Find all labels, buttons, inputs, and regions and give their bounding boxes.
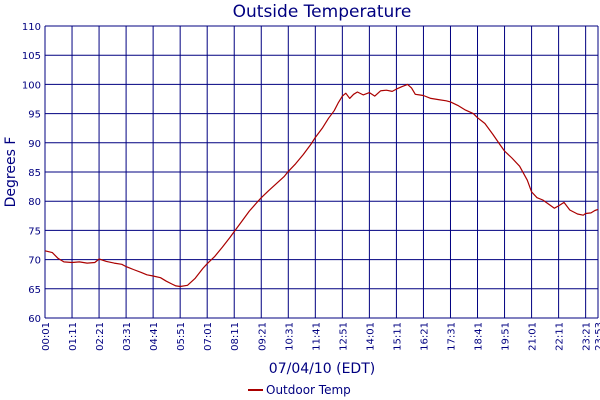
legend-label: Outdoor Temp	[266, 383, 351, 397]
x-tick-label: 14:01	[365, 322, 376, 351]
series-line-outdoor-temp	[44, 83, 599, 288]
x-tick-label: 10:31	[284, 322, 295, 351]
y-tick-label: 80	[28, 197, 41, 208]
x-tick-label: 00:01	[41, 322, 52, 351]
x-tick-label: 16:21	[419, 322, 430, 351]
x-tick-label: 19:51	[501, 322, 512, 351]
x-tick-label: 23:53	[594, 322, 600, 351]
x-tick-label: 03:31	[122, 322, 133, 351]
x-tick-label: 15:11	[392, 322, 403, 351]
y-tick-label: 105	[22, 51, 41, 62]
y-tick-label: 90	[28, 139, 41, 150]
x-tick-label: 02:21	[95, 322, 106, 351]
y-tick-label: 85	[28, 168, 41, 179]
x-tick-label: 05:51	[176, 322, 187, 351]
y-tick-label: 75	[28, 226, 41, 237]
y-axis-label: Degrees F	[3, 137, 19, 208]
x-tick-label: 01:11	[68, 322, 79, 351]
y-tick-label: 110	[22, 22, 41, 33]
x-tick-label: 12:51	[338, 322, 349, 351]
x-tick-label: 21:01	[528, 322, 539, 351]
grid	[44, 25, 599, 319]
legend: Outdoor Temp	[248, 383, 351, 397]
y-tick-label: 95	[28, 110, 41, 121]
x-tick-label: 04:41	[149, 322, 160, 351]
x-tick-label: 11:41	[311, 322, 322, 351]
x-tick-label: 17:31	[446, 322, 457, 351]
x-tick-label: 08:11	[230, 322, 241, 351]
x-tick-label: 18:41	[474, 322, 485, 351]
y-tick-label: 65	[28, 285, 41, 296]
y-tick-label: 60	[28, 314, 41, 325]
x-tick-label: 09:21	[257, 322, 268, 351]
y-tick-label: 100	[22, 80, 41, 91]
chart-title: Outside Temperature	[233, 2, 412, 22]
x-tick-label: 07:01	[203, 322, 214, 351]
x-axis-label: 07/04/10 (EDT)	[269, 361, 375, 377]
tick-labels: 60 65 70 75 80 85 90 95 100 105 110 00:01 01:11 02:21…	[22, 22, 600, 351]
series-layer	[44, 83, 599, 288]
x-tick-label: 22:11	[555, 322, 566, 351]
y-tick-label: 70	[28, 256, 41, 267]
x-tick-label: 23:21	[582, 322, 593, 351]
